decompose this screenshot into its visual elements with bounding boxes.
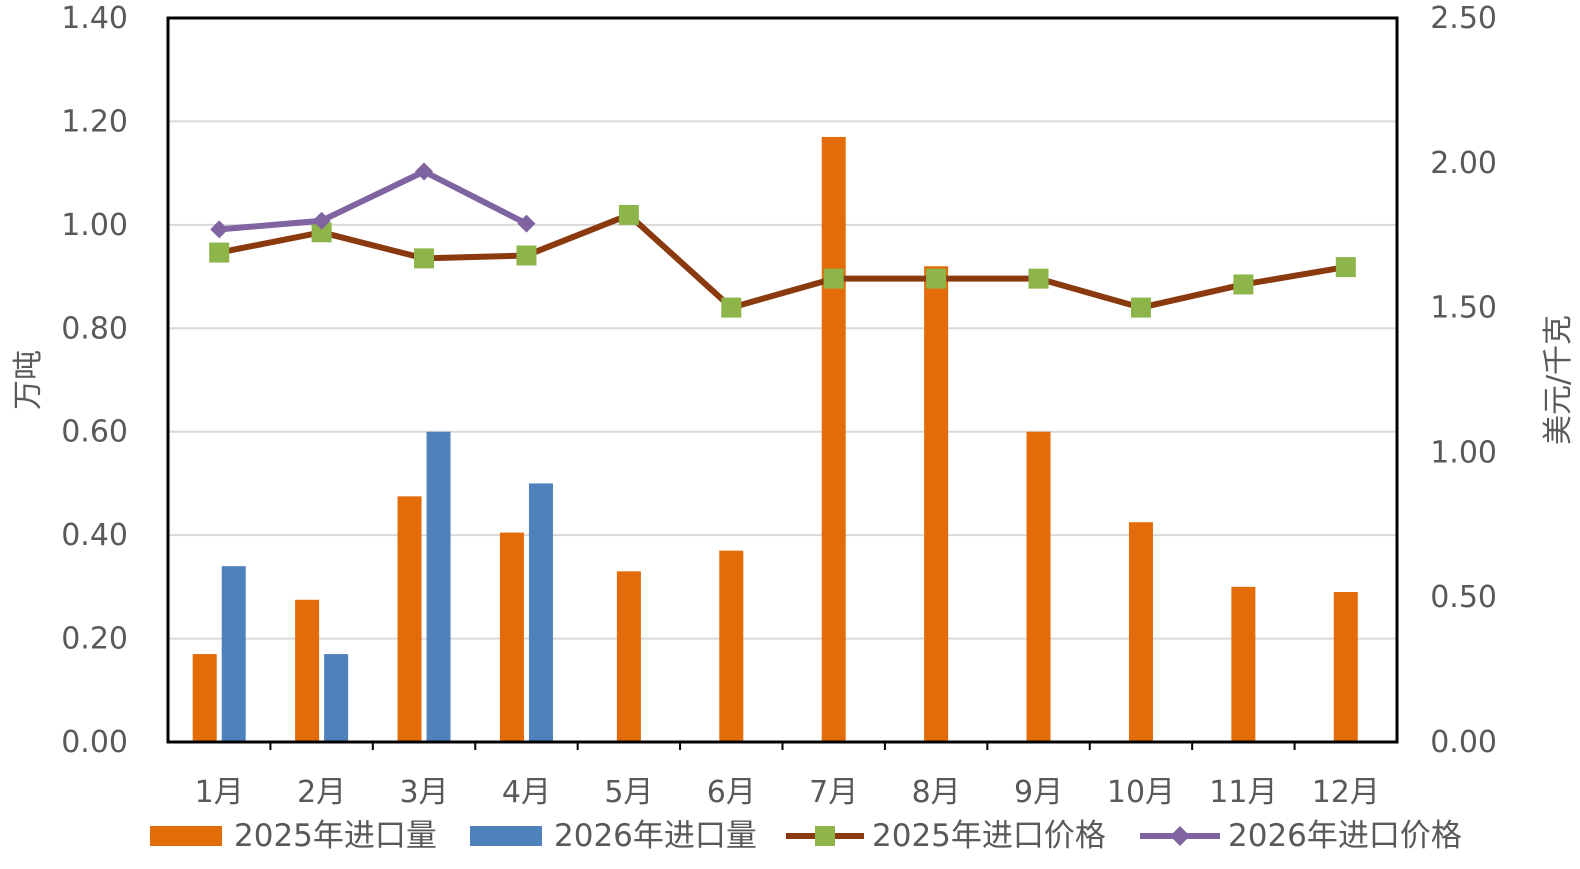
- bar-2025-volume: [821, 136, 846, 742]
- left-tick-label: 0.20: [61, 622, 128, 657]
- bar-2025-volume: [924, 266, 949, 742]
- category-label: 3月: [399, 775, 448, 810]
- right-tick-label: 2.50: [1430, 1, 1497, 36]
- legend-item-2026-price: 2026年进口价格: [1140, 818, 1462, 854]
- right-axis-title: 美元/千克: [1541, 315, 1576, 445]
- bar-2025-volume: [1231, 586, 1256, 742]
- left-tick-label: 0.80: [61, 311, 128, 346]
- bars: [192, 136, 1358, 742]
- legend-marker-2026-price: [1170, 826, 1190, 846]
- bar-2025-volume: [616, 571, 641, 742]
- legend-item-2026-volume: 2026年进口量: [470, 818, 757, 854]
- left-tick-label: 0.40: [61, 518, 128, 553]
- left-tick-label: 1.00: [61, 208, 128, 243]
- legend-swatch-2025-volume: [150, 826, 222, 846]
- legend-label-2025-volume: 2025年进口量: [234, 818, 437, 854]
- marker-2025-price: [823, 268, 844, 289]
- left-axis-title: 万吨: [11, 350, 46, 410]
- marker-2025-price: [516, 245, 537, 266]
- category-label: 12月: [1312, 775, 1380, 810]
- price-lines: [209, 162, 1356, 318]
- line-2025-price: [218, 211, 1347, 311]
- marker-2025-price: [414, 248, 435, 269]
- category-label: 1月: [195, 775, 244, 810]
- marker-2025-price: [721, 297, 742, 318]
- right-tick-label: 1.00: [1430, 435, 1497, 470]
- category-label: 9月: [1014, 775, 1063, 810]
- category-label: 8月: [912, 775, 961, 810]
- bar-2025-volume: [1026, 431, 1051, 742]
- right-tick-label: 2.00: [1430, 146, 1497, 181]
- bar-2025-volume: [397, 496, 422, 742]
- legend-label-2026-price: 2026年进口价格: [1228, 818, 1462, 854]
- marker-2025-price: [1130, 297, 1151, 318]
- bar-2025-volume: [1128, 522, 1153, 742]
- marker-2026-price: [415, 162, 434, 181]
- legend-swatch-2026-volume: [470, 826, 542, 846]
- left-axis-ticks: 0.00 0.20 0.40 0.60 0.80 1.00 1.20 1.40: [61, 1, 128, 760]
- category-label: 7月: [809, 775, 858, 810]
- right-axis-ticks: 0.00 0.50 1.00 1.50 2.00 2.50: [1430, 1, 1497, 760]
- plot-border: [166, 16, 1399, 744]
- plot-frame: [166, 16, 1399, 750]
- legend-item-2025-price: 2025年进口价格: [786, 818, 1106, 854]
- legend-label-2025-price: 2025年进口价格: [872, 818, 1106, 854]
- category-labels: 1月 2月 3月 4月 5月 6月 7月 8月 9月 10月 11月 12月: [195, 775, 1380, 810]
- bar-2025-volume: [192, 654, 217, 742]
- bar-2025-volume: [1333, 592, 1358, 742]
- right-tick-label: 0.50: [1430, 580, 1497, 615]
- marker-2026-price: [312, 211, 331, 230]
- bar-2025-volume: [719, 550, 744, 742]
- category-label: 6月: [707, 775, 756, 810]
- legend-marker-2025-price: [815, 826, 835, 846]
- left-tick-label: 1.20: [61, 104, 128, 139]
- marker-2025-price: [618, 204, 639, 225]
- marker-2025-price: [1028, 268, 1049, 289]
- marker-2025-price: [311, 222, 332, 243]
- marker-2025-price: [209, 242, 230, 263]
- category-label: 10月: [1107, 775, 1175, 810]
- bar-2026-volume: [426, 431, 451, 742]
- gridlines: [168, 17, 1397, 640]
- left-tick-label: 1.40: [61, 1, 128, 36]
- line-2026-price: [218, 168, 528, 233]
- right-tick-label: 0.00: [1430, 725, 1497, 760]
- marker-2025-price: [926, 268, 947, 289]
- category-label: 2月: [297, 775, 346, 810]
- category-label: 5月: [604, 775, 653, 810]
- category-label: 11月: [1209, 775, 1277, 810]
- bar-2025-volume: [499, 532, 524, 742]
- bar-2026-volume: [221, 566, 246, 742]
- legend-item-2025-volume: 2025年进口量: [150, 818, 437, 854]
- marker-2025-price: [1233, 274, 1254, 295]
- bar-2026-volume: [528, 483, 553, 742]
- marker-2026-price: [517, 214, 536, 233]
- marker-2026-price: [210, 220, 229, 239]
- left-tick-label: 0.60: [61, 415, 128, 450]
- category-label: 4月: [502, 775, 551, 810]
- bar-2026-volume: [324, 654, 349, 742]
- legend-label-2026-volume: 2026年进口量: [554, 818, 757, 854]
- left-tick-label: 0.00: [61, 725, 128, 760]
- legend: 2025年进口量 2026年进口量 2025年进口价格 2026年进口价格: [150, 818, 1462, 854]
- marker-2025-price: [1335, 257, 1356, 278]
- right-tick-label: 1.50: [1430, 291, 1497, 326]
- bar-2025-volume: [295, 599, 320, 742]
